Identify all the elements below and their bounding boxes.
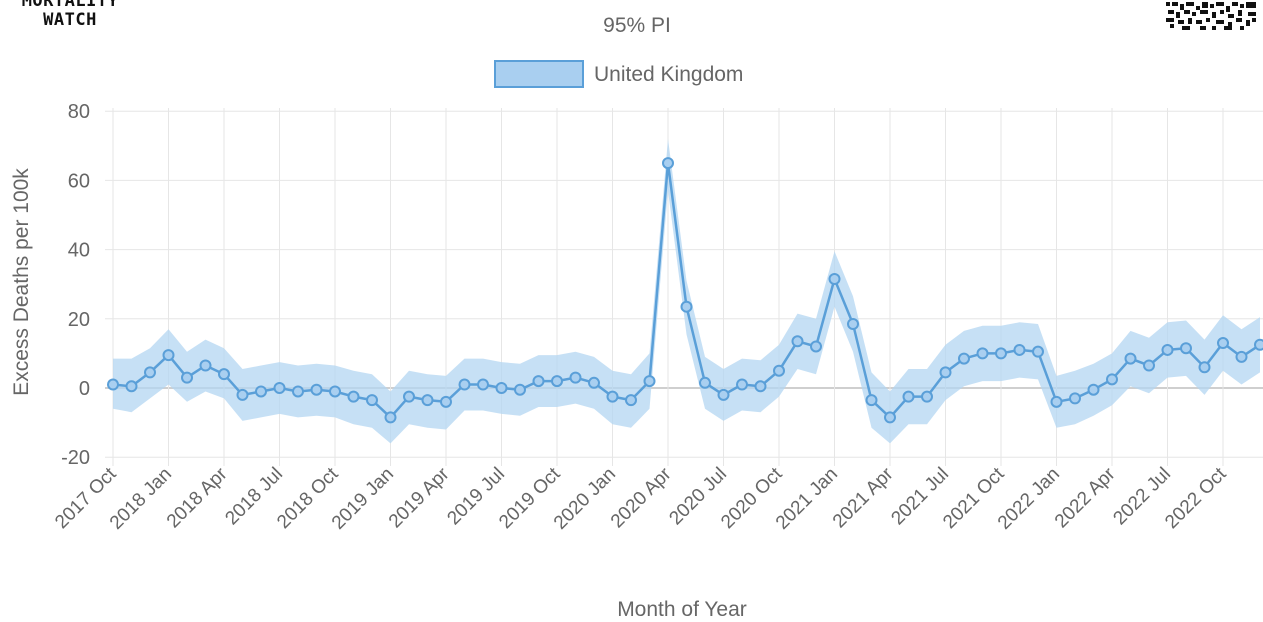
data-point	[939, 366, 952, 379]
data-point	[181, 371, 193, 384]
data-point	[292, 385, 304, 398]
data-point	[495, 382, 508, 394]
data-point	[218, 368, 230, 381]
data-point	[199, 359, 212, 372]
data-point	[551, 375, 563, 388]
data-point	[421, 394, 434, 407]
x-tick-label: 2019 Apr	[385, 463, 454, 532]
data-point	[773, 364, 785, 377]
data-point	[1050, 395, 1063, 408]
x-tick-label: 2022 Oct	[1161, 463, 1231, 533]
data-point	[1161, 343, 1174, 356]
data-point	[144, 366, 156, 379]
data-point	[736, 378, 748, 391]
data-point	[1180, 342, 1192, 355]
data-point	[865, 394, 878, 407]
legend-label: United Kingdom	[594, 63, 743, 86]
data-point	[514, 383, 526, 396]
x-tick-label: 2018 Apr	[163, 463, 232, 532]
mortality-watch-logo: MORTALITY WATCH	[0, 0, 140, 30]
x-tick-label: 2020 Jan	[550, 464, 620, 534]
data-point	[273, 382, 286, 394]
prediction-interval-band	[113, 138, 1260, 444]
data-point	[1124, 352, 1137, 365]
x-tick-label: 2021 Jan	[772, 464, 842, 534]
data-points	[107, 157, 1263, 424]
x-tick-label: 2019 Jan	[328, 464, 398, 534]
data-point	[1217, 337, 1229, 350]
data-point	[791, 335, 804, 348]
data-point	[828, 273, 841, 286]
y-tick-label: 80	[68, 101, 90, 123]
y-axis: -20 0 20 40 60 80	[61, 101, 90, 469]
x-tick-label: 2021 Apr	[829, 463, 898, 532]
data-point	[329, 385, 341, 398]
data-point	[643, 375, 656, 388]
data-point	[1013, 343, 1026, 356]
data-point	[384, 411, 397, 424]
data-point	[921, 390, 933, 403]
data-point	[477, 378, 489, 391]
data-point	[236, 388, 249, 401]
legend[interactable]: United Kingdom	[494, 60, 743, 88]
data-point	[699, 376, 711, 389]
data-point	[162, 349, 175, 362]
data-point	[847, 317, 859, 330]
data-point	[1235, 350, 1248, 363]
data-point	[625, 394, 637, 407]
data-point	[958, 352, 970, 365]
data-point	[366, 394, 378, 407]
x-tick-label: 2018 Jan	[106, 464, 176, 534]
y-tick-label: 0	[79, 378, 90, 400]
x-tick-label: 2022 Jan	[994, 464, 1064, 534]
data-point	[458, 378, 471, 391]
y-tick-label: 60	[68, 170, 90, 192]
data-point	[810, 340, 822, 353]
data-point	[1087, 383, 1100, 396]
chart-title: 95% PI	[603, 14, 671, 37]
data-point	[1198, 361, 1211, 374]
y-tick-label: -20	[61, 447, 90, 469]
logo-line-2: WATCH	[43, 10, 97, 30]
legend-swatch	[494, 60, 584, 88]
data-point	[1106, 373, 1118, 386]
data-point	[662, 157, 674, 170]
data-point	[403, 390, 415, 403]
data-point	[1254, 338, 1263, 351]
y-tick-label: 20	[68, 309, 90, 331]
data-point	[884, 411, 896, 424]
data-point	[754, 380, 767, 393]
y-axis-title: Excess Deaths per 100k	[10, 168, 33, 396]
data-point	[569, 371, 582, 384]
data-point	[532, 375, 545, 388]
x-tick-label: 2020 Apr	[607, 463, 676, 532]
data-point	[1069, 392, 1081, 405]
data-point	[255, 385, 267, 398]
data-point	[902, 390, 915, 403]
data-point	[717, 388, 730, 401]
data-point	[680, 300, 693, 313]
data-point	[1143, 359, 1155, 372]
data-point	[995, 347, 1007, 360]
data-point	[347, 390, 360, 403]
x-axis-title: Month of Year	[617, 598, 747, 621]
data-point	[1032, 345, 1044, 358]
qr-code-icon	[1164, 0, 1260, 30]
x-tick-label: 2022 Apr	[1051, 463, 1120, 532]
logo-line-1: MORTALITY	[21, 0, 119, 11]
data-point	[107, 378, 119, 391]
data-point	[588, 376, 600, 389]
y-tick-label: 40	[68, 240, 90, 262]
data-point	[440, 395, 452, 408]
data-point	[125, 380, 138, 393]
data-point	[976, 347, 989, 360]
data-point	[310, 383, 323, 396]
data-point	[606, 390, 619, 403]
